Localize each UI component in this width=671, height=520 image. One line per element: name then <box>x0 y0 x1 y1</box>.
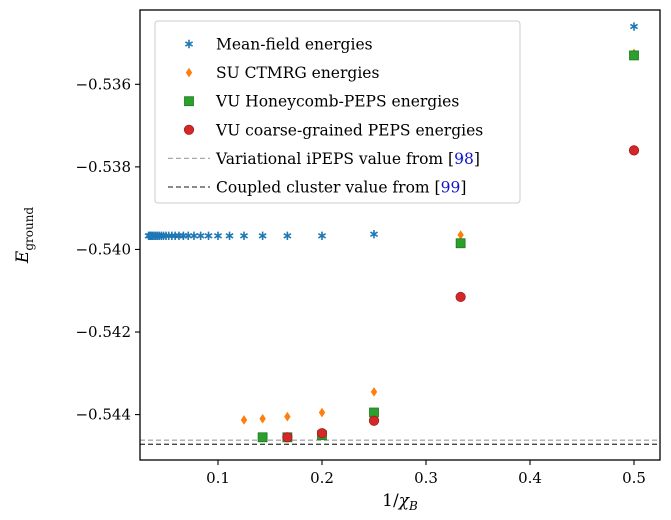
x-axis-label: 1/χB <box>382 491 418 513</box>
y-axis-ticks: −0.536 −0.538 −0.540 −0.542 −0.544 <box>75 75 140 424</box>
legend-label: SU CTMRG energies <box>216 64 379 82</box>
data-point <box>455 291 466 303</box>
data-point <box>455 238 466 249</box>
y-tick-label: −0.540 <box>75 240 131 258</box>
y-tick-label: −0.538 <box>75 158 131 176</box>
legend-label: VU coarse-grained PEPS energies <box>215 121 483 139</box>
data-point <box>457 230 464 240</box>
legend-label: Variational iPEPS value from [98] <box>215 150 480 168</box>
data-point <box>629 21 639 32</box>
data-point <box>257 432 268 443</box>
x-tick-label: 0.4 <box>518 469 542 487</box>
data-point <box>178 230 188 241</box>
data-point <box>628 145 640 156</box>
y-tick-label: −0.536 <box>75 75 131 93</box>
legend: Mean-field energies SU CTMRG energies VU H… <box>154 20 521 204</box>
data-point <box>239 230 249 241</box>
data-point <box>316 428 328 439</box>
x-tick-label: 0.5 <box>622 469 646 487</box>
data-point <box>368 415 380 426</box>
data-point <box>258 230 268 241</box>
data-point <box>369 407 379 418</box>
data-point <box>370 387 378 397</box>
data-point <box>225 230 234 241</box>
legend-label: Mean-field energies <box>216 36 373 54</box>
series-4 <box>282 145 640 443</box>
legend-marker <box>184 96 194 107</box>
legend-label: Coupled cluster value from [99] <box>216 179 466 197</box>
x-tick-label: 0.3 <box>414 469 438 487</box>
y-tick-label: −0.542 <box>75 323 131 341</box>
data-point <box>213 230 223 241</box>
data-point <box>284 411 291 422</box>
legend-marker <box>183 124 195 135</box>
legend-box <box>154 20 521 204</box>
data-point <box>282 230 292 241</box>
data-points <box>144 21 640 443</box>
y-axis-label: Eground <box>13 207 36 265</box>
data-point <box>204 230 213 241</box>
plot-frame <box>139 9 661 461</box>
data-point <box>196 230 206 241</box>
data-point <box>259 413 266 424</box>
data-point <box>183 230 193 241</box>
reference-lines <box>140 439 660 445</box>
data-point <box>317 230 327 241</box>
data-point <box>240 415 248 425</box>
x-axis-ticks: 0.1 0.2 0.3 0.4 0.5 <box>206 460 646 487</box>
x-tick-label: 0.1 <box>206 469 230 487</box>
data-point <box>629 50 639 61</box>
legend-label: VU Honeycomb-PEPS energies <box>215 93 459 111</box>
data-point <box>282 432 293 443</box>
y-tick-label: −0.544 <box>75 406 131 424</box>
data-point <box>318 407 326 418</box>
data-point <box>189 230 199 241</box>
x-tick-label: 0.2 <box>310 469 334 487</box>
data-point <box>369 229 379 240</box>
